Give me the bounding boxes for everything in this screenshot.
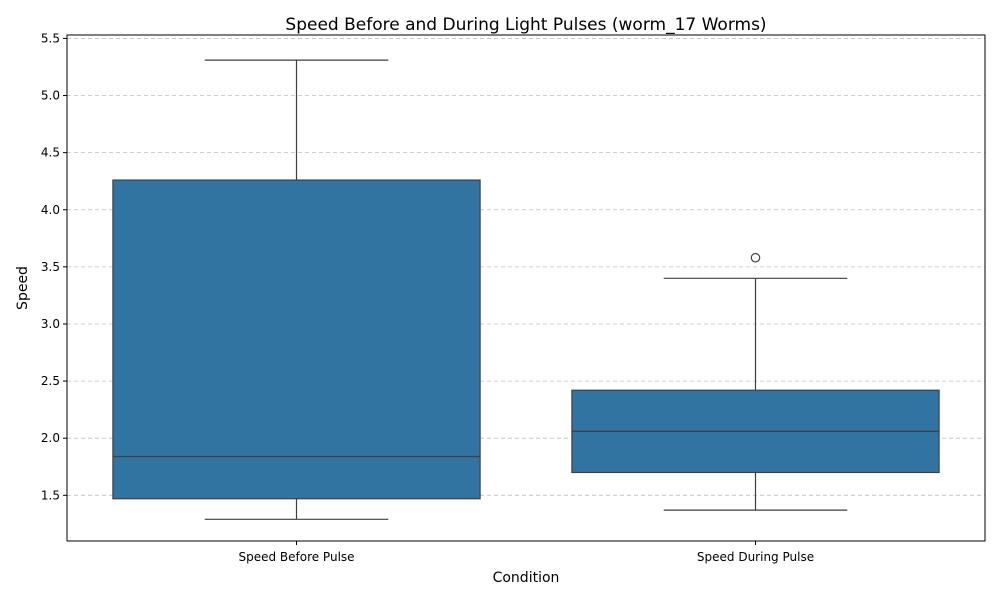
box-group-2 bbox=[571, 252, 940, 511]
y-tick-label: 4.5 bbox=[41, 146, 60, 160]
chart-title: Speed Before and During Light Pulses (wo… bbox=[285, 15, 766, 35]
x-tick-label: Speed During Pulse bbox=[697, 550, 814, 564]
y-tick-label: 4.0 bbox=[41, 203, 60, 217]
y-tick-label: 2.0 bbox=[41, 431, 60, 445]
iqr-box bbox=[112, 179, 481, 500]
x-tick-label: Speed Before Pulse bbox=[238, 550, 354, 564]
x-axis-label: Condition bbox=[493, 570, 560, 586]
y-tick-label: 2.5 bbox=[41, 374, 60, 388]
y-tick-label: 3.5 bbox=[41, 260, 60, 274]
y-tick-label: 1.5 bbox=[41, 488, 60, 502]
y-axis-label: Speed bbox=[15, 266, 31, 310]
box-layer bbox=[112, 59, 940, 520]
axis-ticks: 1.5 2.0 2.5 3.0 3.5 4.0 4.5 5.0 5.5 Speed Before … bbox=[41, 31, 814, 564]
plot-frame bbox=[66, 34, 986, 542]
y-tick-label: 5.0 bbox=[41, 89, 60, 103]
outlier-point bbox=[750, 252, 761, 263]
box-group-1 bbox=[112, 59, 481, 520]
y-tick-label: 5.5 bbox=[41, 31, 60, 45]
y-tick-label: 3.0 bbox=[41, 317, 60, 331]
